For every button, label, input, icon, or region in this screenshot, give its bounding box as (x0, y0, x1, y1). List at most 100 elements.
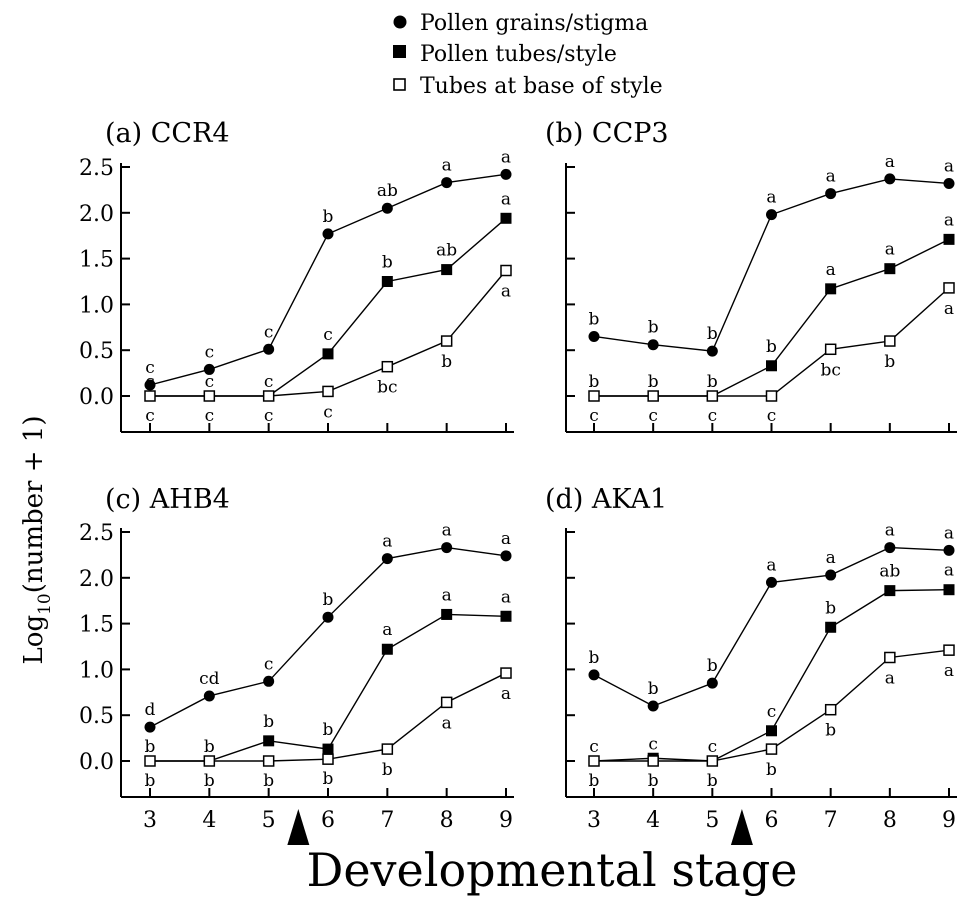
significance-label: a (501, 684, 511, 704)
significance-label: c (323, 402, 333, 422)
panel-title: (d) AKA1 (545, 484, 667, 515)
significance-label: b (441, 352, 452, 372)
significance-label: b (707, 372, 718, 392)
data-point-open-square (824, 703, 837, 716)
data-point-circle (144, 721, 156, 733)
significance-label: a (382, 532, 392, 552)
significance-label: c (205, 406, 215, 426)
arrow-icon (730, 809, 753, 845)
data-point-circle (647, 339, 659, 351)
x-tick-label: 9 (942, 808, 956, 833)
significance-label: c (205, 342, 215, 362)
significance-label: a (826, 548, 836, 568)
data-point-filled-square (766, 725, 777, 737)
significance-label: a (944, 661, 954, 681)
data-point-filled-square (381, 276, 393, 287)
data-point-circle (825, 569, 837, 581)
significance-label: a (442, 521, 452, 541)
significance-label: a (885, 521, 895, 541)
data-point-circle (943, 177, 955, 189)
y-tick-label: 0.0 (79, 385, 114, 410)
x-tick-label: 8 (883, 808, 897, 833)
legend-label-pollen-grains: Pollen grains/stigma (420, 11, 648, 36)
data-point-open-square (203, 390, 216, 402)
significance-label: b (648, 771, 659, 791)
data-point-open-square (381, 360, 394, 373)
data-point-open-square (706, 755, 719, 767)
significance-label: c (708, 737, 718, 757)
y-tick-label: 1.0 (79, 293, 114, 318)
significance-label: a (442, 713, 452, 733)
panel-title: (a) CCR4 (105, 118, 230, 149)
significance-label: c (264, 406, 274, 426)
legend-label-pollen-tubes: Pollen tubes/style (420, 42, 617, 67)
x-tick-label: 5 (262, 808, 276, 833)
data-point-circle (381, 202, 393, 214)
significance-label: b (766, 760, 777, 780)
data-point-filled-square (943, 584, 955, 596)
arrow-icon (287, 809, 310, 845)
significance-label: ab (377, 181, 398, 201)
data-point-circle (322, 611, 334, 623)
data-point-circle (825, 188, 837, 200)
significance-label: b (648, 318, 659, 338)
significance-label: ab (879, 562, 900, 582)
legend-marker-filled-circle (393, 15, 407, 29)
data-point-open-square (322, 753, 334, 765)
data-point-filled-square (943, 233, 955, 245)
data-point-circle (884, 173, 896, 185)
data-point-circle (706, 677, 718, 689)
significance-label: c (648, 734, 658, 754)
data-point-filled-square (825, 283, 837, 295)
significance-label: c (264, 372, 274, 392)
data-point-open-square (765, 743, 778, 755)
significance-label: b (884, 352, 895, 372)
significance-label: b (323, 590, 334, 610)
significance-label: a (501, 189, 511, 209)
data-point-filled-square (825, 621, 837, 633)
data-point-filled-square (441, 608, 453, 620)
data-point-open-square (943, 644, 955, 656)
panel-title: (c) AHB4 (105, 484, 230, 515)
data-point-circle (381, 553, 393, 565)
significance-label: a (766, 555, 776, 575)
y-tick-label: 1.5 (79, 613, 114, 638)
significance-label: a (885, 240, 895, 260)
significance-label: c (145, 406, 155, 426)
significance-label: a (944, 156, 954, 176)
significance-label: a (501, 529, 511, 549)
significance-label: b (825, 598, 836, 618)
x-tick-label: 7 (380, 808, 394, 833)
x-tick-label: 3 (143, 808, 157, 833)
data-point-circle (647, 700, 659, 712)
data-point-circle (263, 675, 275, 687)
significance-label: b (648, 372, 659, 392)
data-point-filled-square (322, 348, 334, 360)
data-point-filled-square (884, 585, 896, 597)
data-point-circle (588, 669, 600, 681)
y-tick-label: 2.5 (79, 521, 114, 546)
data-point-open-square (440, 696, 453, 709)
data-point-filled-square (263, 735, 275, 747)
significance-label: c (708, 406, 718, 426)
data-point-circle (203, 363, 215, 375)
significance-label: c (264, 654, 274, 674)
data-point-circle (441, 177, 453, 189)
x-tick-label: 5 (705, 808, 719, 833)
data-point-circle (500, 168, 512, 180)
y-tick-label: 2.0 (79, 202, 114, 227)
significance-label: bc (820, 360, 840, 380)
data-point-open-square (440, 335, 453, 347)
significance-label: c (648, 406, 658, 426)
data-point-filled-square (381, 643, 393, 655)
data-point-open-square (500, 264, 512, 277)
significance-label: c (145, 372, 155, 392)
data-point-circle (322, 228, 334, 240)
x-tick-label: 3 (587, 808, 601, 833)
significance-label: c (589, 406, 599, 426)
x-tick-label: 9 (499, 808, 513, 833)
data-point-open-square (706, 390, 719, 402)
data-point-open-square (322, 385, 334, 398)
data-point-open-square (262, 755, 275, 767)
significance-label: b (707, 771, 718, 791)
